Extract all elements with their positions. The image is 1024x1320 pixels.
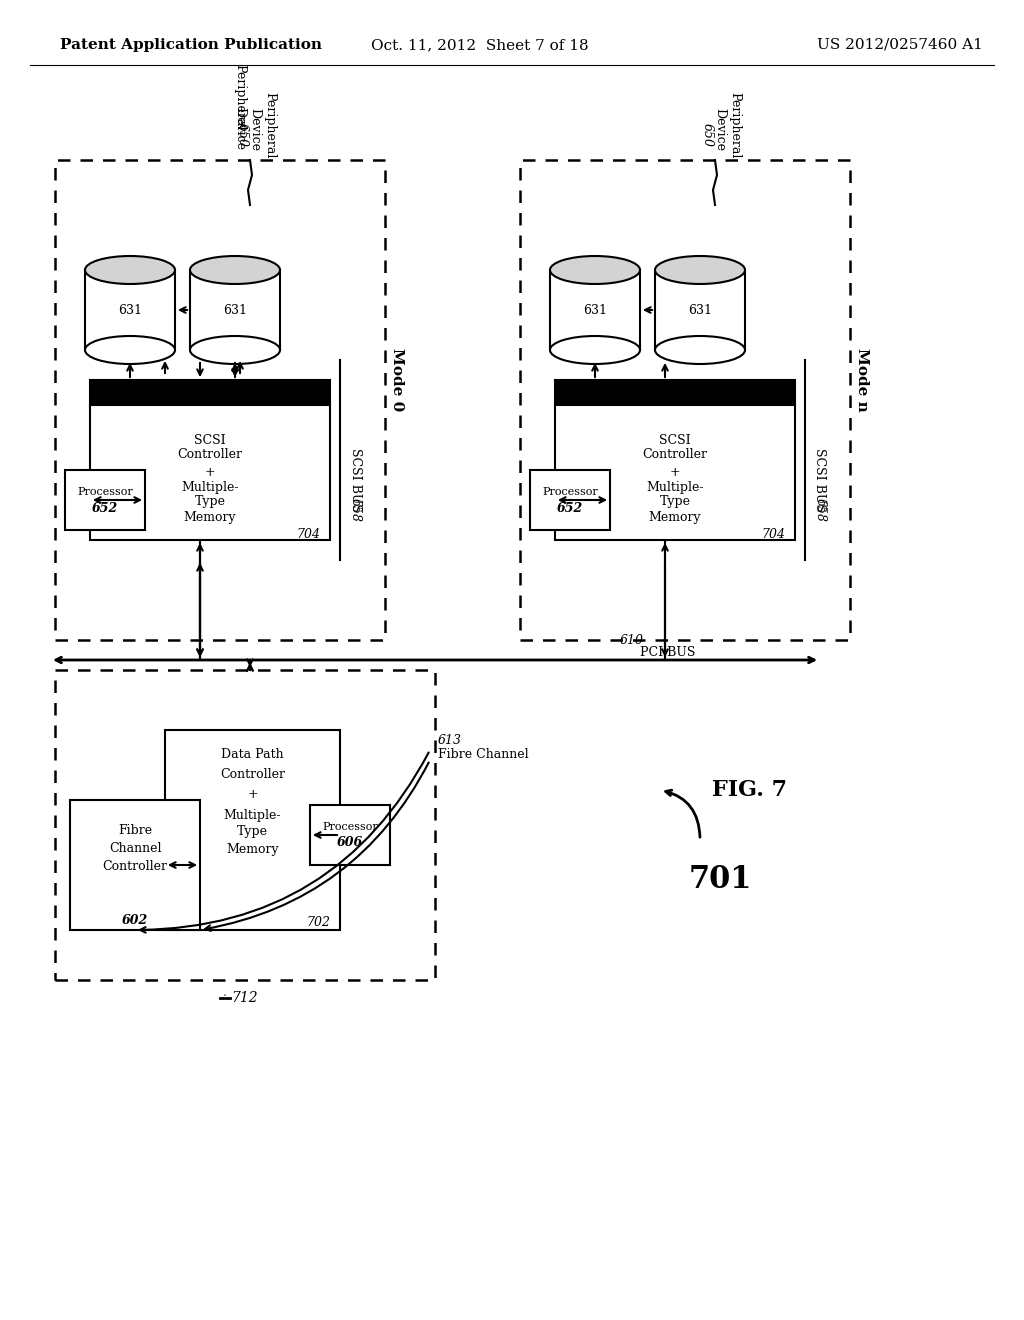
Text: Controller: Controller	[642, 449, 708, 462]
Text: Processor: Processor	[542, 487, 598, 498]
Text: 631: 631	[118, 304, 142, 317]
Polygon shape	[655, 271, 745, 350]
Text: 631: 631	[583, 304, 607, 317]
Text: 658: 658	[813, 498, 826, 521]
Text: US 2012/0257460 A1: US 2012/0257460 A1	[817, 38, 983, 51]
Text: 701: 701	[688, 865, 752, 895]
FancyBboxPatch shape	[90, 380, 330, 405]
FancyBboxPatch shape	[555, 405, 795, 540]
FancyBboxPatch shape	[70, 800, 200, 931]
Text: Oct. 11, 2012  Sheet 7 of 18: Oct. 11, 2012 Sheet 7 of 18	[371, 38, 589, 51]
Text: Controller: Controller	[177, 449, 243, 462]
Text: Controller: Controller	[102, 859, 168, 873]
Text: SCSI: SCSI	[195, 433, 226, 446]
Text: 631: 631	[688, 304, 712, 317]
Ellipse shape	[550, 256, 640, 284]
Text: +: +	[247, 788, 258, 801]
Text: Patent Application Publication: Patent Application Publication	[60, 38, 322, 51]
FancyBboxPatch shape	[555, 380, 795, 405]
FancyBboxPatch shape	[310, 805, 390, 865]
Ellipse shape	[190, 256, 280, 284]
Text: Multiple-: Multiple-	[646, 480, 703, 494]
Text: 652: 652	[557, 502, 583, 515]
Text: +: +	[205, 466, 215, 479]
Text: 652: 652	[92, 502, 118, 515]
Text: Mode 0: Mode 0	[390, 348, 404, 412]
Text: Device: Device	[249, 108, 261, 152]
Text: Fibre Channel: Fibre Channel	[438, 748, 528, 762]
Text: 613: 613	[438, 734, 462, 747]
Text: 712: 712	[231, 991, 258, 1005]
Ellipse shape	[550, 337, 640, 364]
Text: 610: 610	[620, 634, 644, 647]
Text: Controller: Controller	[220, 768, 285, 781]
Text: Processor: Processor	[323, 822, 378, 832]
Text: Multiple-: Multiple-	[224, 808, 282, 821]
FancyBboxPatch shape	[165, 730, 340, 931]
Text: 658: 658	[348, 498, 361, 521]
Text: Multiple-: Multiple-	[181, 480, 239, 494]
Text: 704: 704	[296, 528, 319, 541]
Ellipse shape	[655, 256, 745, 284]
Text: Data Path: Data Path	[221, 748, 284, 762]
Text: Channel: Channel	[109, 842, 161, 854]
Text: Fibre: Fibre	[118, 824, 152, 837]
Text: Device: Device	[714, 108, 726, 152]
Text: 702: 702	[306, 916, 330, 928]
Ellipse shape	[85, 337, 175, 364]
Text: SCSI BUS: SCSI BUS	[813, 447, 826, 512]
Polygon shape	[190, 271, 280, 350]
FancyBboxPatch shape	[530, 470, 610, 531]
Text: +: +	[670, 466, 680, 479]
Text: SCSI: SCSI	[659, 433, 691, 446]
Text: Memory: Memory	[183, 511, 237, 524]
Text: Type: Type	[195, 495, 225, 508]
Text: 704: 704	[761, 528, 785, 541]
Text: Mode n: Mode n	[855, 348, 869, 412]
Ellipse shape	[655, 337, 745, 364]
Text: Peripheral: Peripheral	[728, 92, 741, 158]
Polygon shape	[550, 271, 640, 350]
Text: Processor: Processor	[77, 487, 133, 498]
FancyBboxPatch shape	[90, 405, 330, 540]
Text: Type: Type	[659, 495, 690, 508]
Text: SCSI BUS: SCSI BUS	[348, 447, 361, 512]
Text: Peripheral: Peripheral	[233, 63, 247, 129]
FancyBboxPatch shape	[65, 470, 145, 531]
Text: Type: Type	[237, 825, 268, 838]
Text: 602: 602	[122, 913, 148, 927]
Text: PCI BUS: PCI BUS	[640, 645, 695, 659]
Ellipse shape	[85, 256, 175, 284]
Text: 606: 606	[337, 837, 364, 850]
Text: Memory: Memory	[226, 843, 279, 857]
Text: Device: Device	[233, 107, 247, 150]
Text: Peripheral: Peripheral	[263, 92, 276, 158]
Polygon shape	[85, 271, 175, 350]
Text: FIG. 7: FIG. 7	[713, 779, 787, 801]
Text: 650: 650	[236, 123, 249, 147]
Text: 650: 650	[700, 123, 714, 147]
Ellipse shape	[190, 337, 280, 364]
Text: Memory: Memory	[648, 511, 701, 524]
Text: 631: 631	[223, 304, 247, 317]
